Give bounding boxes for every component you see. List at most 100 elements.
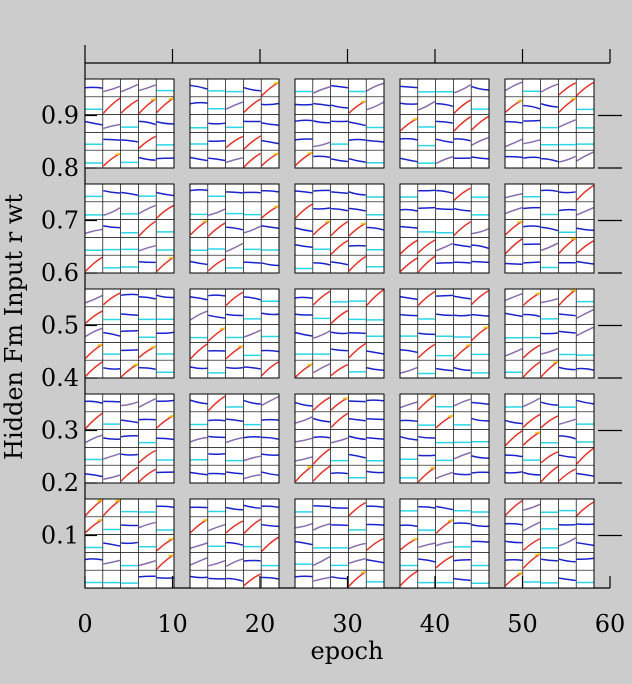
- weight-trace-peak: [535, 553, 541, 556]
- weight-trace: [208, 577, 226, 580]
- weight-trace: [436, 120, 454, 124]
- weight-trace: [400, 349, 418, 354]
- weight-trace: [207, 523, 226, 532]
- panel: [294, 393, 385, 484]
- weight-trace: [471, 455, 489, 459]
- weight-trace: [138, 120, 156, 126]
- weight-trace-peak: [342, 397, 349, 400]
- weight-trace: [208, 559, 226, 567]
- weight-trace: [138, 449, 157, 464]
- weight-trace: [471, 540, 489, 543]
- weight-trace: [576, 501, 594, 517]
- weight-trace: [225, 558, 244, 567]
- weight-trace-peak: [517, 220, 523, 224]
- weight-trace: [453, 314, 471, 317]
- weight-trace: [121, 419, 139, 424]
- weight-trace: [103, 189, 121, 194]
- weight-trace: [453, 295, 471, 300]
- weight-trace: [207, 258, 226, 272]
- x-tick-label: 40: [420, 610, 451, 638]
- weight-trace: [400, 401, 418, 409]
- weight-trace: [558, 366, 576, 371]
- weight-trace: [156, 294, 174, 299]
- weight-trace: [208, 314, 226, 319]
- weight-trace: [435, 505, 454, 511]
- weight-trace: [541, 189, 559, 193]
- weight-trace: [313, 155, 331, 159]
- weight-trace: [418, 506, 436, 509]
- weight-trace: [348, 501, 367, 517]
- weight-trace: [400, 102, 418, 105]
- weight-trace: [138, 575, 156, 578]
- panel-box: [399, 288, 490, 379]
- weight-trace: [243, 261, 261, 264]
- x-tick-label: 50: [507, 610, 538, 638]
- weight-trace: [540, 465, 559, 483]
- panel: [189, 183, 280, 274]
- weight-trace: [400, 366, 418, 374]
- weight-trace: [453, 451, 471, 460]
- weight-trace-peak: [307, 363, 313, 367]
- weight-trace: [453, 577, 471, 582]
- weight-trace: [261, 505, 279, 509]
- weight-trace: [453, 472, 471, 476]
- weight-trace: [226, 541, 244, 546]
- weight-trace: [505, 558, 523, 562]
- weight-trace: [453, 207, 471, 212]
- weight-trace: [522, 521, 541, 532]
- weight-trace: [84, 256, 103, 272]
- weight-trace: [366, 537, 384, 551]
- weight-trace: [366, 417, 384, 421]
- weight-trace: [85, 86, 103, 89]
- weight-trace: [540, 347, 559, 355]
- weight-trace: [208, 472, 226, 475]
- weight-trace: [102, 97, 121, 114]
- weight-trace: [190, 366, 208, 370]
- weight-trace: [121, 139, 139, 143]
- weight-trace: [190, 189, 208, 192]
- weight-trace: [138, 468, 157, 483]
- weight-trace: [505, 120, 523, 124]
- weight-trace: [540, 451, 559, 464]
- weight-trace: [225, 135, 244, 149]
- weight-trace: [400, 225, 418, 229]
- panel: [294, 498, 385, 589]
- panel: [294, 183, 385, 274]
- weight-trace: [190, 296, 208, 301]
- weight-trace: [471, 290, 489, 305]
- weight-trace: [138, 135, 157, 149]
- weight-trace: [225, 506, 243, 511]
- weight-trace: [504, 430, 523, 447]
- weight-trace: [225, 520, 244, 534]
- panel: [399, 183, 490, 274]
- weight-trace: [505, 206, 523, 215]
- weight-trace: [207, 222, 226, 237]
- x-tick-label: 10: [157, 610, 188, 638]
- weight-trace: [225, 291, 244, 306]
- weight-trace-peak: [150, 345, 156, 349]
- weight-trace-peak: [465, 343, 471, 347]
- y-tick-label: 0.8: [41, 154, 79, 182]
- weight-trace: [331, 261, 349, 266]
- weight-trace: [312, 290, 331, 306]
- weight-trace: [295, 575, 313, 578]
- weight-trace: [471, 313, 489, 317]
- weight-trace: [523, 503, 541, 511]
- weight-trace: [85, 473, 103, 478]
- weight-trace: [523, 225, 541, 228]
- weight-trace: [417, 343, 436, 359]
- weight-trace: [313, 207, 331, 210]
- weight-trace: [366, 399, 384, 402]
- weight-trace: [120, 293, 138, 297]
- weight-trace: [366, 350, 384, 355]
- weight-trace: [418, 332, 436, 336]
- weight-trace: [576, 81, 594, 97]
- weight-trace: [84, 361, 103, 377]
- weight-trace: [558, 577, 576, 582]
- weight-trace: [471, 471, 489, 474]
- weight-trace-peak: [360, 570, 366, 574]
- weight-trace: [523, 471, 541, 476]
- weight-trace: [348, 191, 366, 196]
- weight-trace: [190, 542, 208, 549]
- x-axis-title: epoch: [311, 637, 384, 665]
